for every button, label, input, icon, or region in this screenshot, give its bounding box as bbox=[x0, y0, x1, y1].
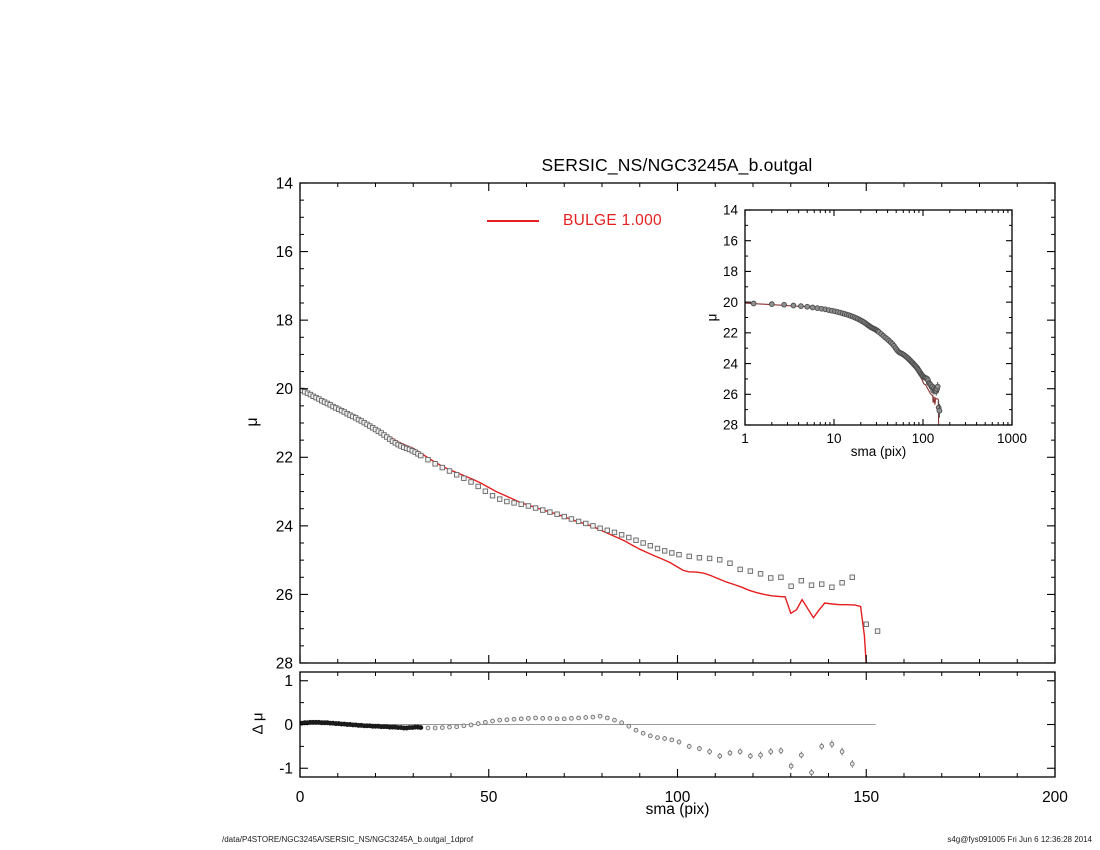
svg-text:150: 150 bbox=[853, 789, 879, 806]
legend-label: BULGE 1.000 bbox=[563, 212, 662, 229]
residual-y-axis-label: Δ μ bbox=[249, 712, 267, 735]
svg-text:200: 200 bbox=[1042, 789, 1068, 806]
svg-text:28: 28 bbox=[723, 418, 738, 433]
svg-text:26: 26 bbox=[723, 387, 738, 402]
svg-text:1000: 1000 bbox=[997, 431, 1027, 446]
footer-file-path: /data/P4STORE/NGC3245A/SERSIC_NS/NGC3245… bbox=[222, 835, 474, 844]
svg-text:24: 24 bbox=[723, 356, 739, 371]
legend-line-sample bbox=[487, 220, 539, 222]
svg-text:0: 0 bbox=[284, 717, 293, 734]
inset-y-axis-label: μ bbox=[704, 313, 720, 322]
svg-text:14: 14 bbox=[723, 203, 739, 218]
svg-text:50: 50 bbox=[480, 789, 498, 806]
svg-text:1: 1 bbox=[741, 431, 749, 446]
svg-text:1: 1 bbox=[284, 673, 293, 690]
svg-text:100: 100 bbox=[665, 789, 691, 806]
main-y-axis-label: μ bbox=[244, 417, 261, 427]
svg-text:16: 16 bbox=[276, 244, 293, 261]
footer-user-timestamp: s4g@fys091005 Fri Jun 6 12:36:28 2014 bbox=[947, 835, 1092, 844]
svg-text:24: 24 bbox=[276, 518, 294, 535]
svg-text:20: 20 bbox=[723, 295, 738, 310]
svg-text:28: 28 bbox=[276, 655, 293, 672]
svg-text:18: 18 bbox=[723, 264, 738, 279]
svg-text:0: 0 bbox=[296, 789, 305, 806]
svg-text:14: 14 bbox=[276, 175, 294, 192]
svg-text:22: 22 bbox=[723, 326, 738, 341]
x-axis-label: sma (pix) bbox=[645, 801, 710, 818]
svg-text:16: 16 bbox=[723, 233, 738, 248]
svg-text:18: 18 bbox=[276, 313, 293, 330]
svg-text:-1: -1 bbox=[279, 761, 293, 778]
svg-text:100: 100 bbox=[912, 431, 935, 446]
svg-text:10: 10 bbox=[826, 431, 841, 446]
inset-x-axis-label: sma (pix) bbox=[850, 444, 907, 459]
legend: BULGE 1.000 bbox=[487, 212, 662, 230]
page-title: SERSIC_NS/NGC3245A_b.outgal bbox=[541, 155, 813, 175]
svg-text:22: 22 bbox=[276, 450, 293, 467]
svg-text:20: 20 bbox=[276, 381, 294, 398]
svg-text:26: 26 bbox=[276, 587, 293, 604]
